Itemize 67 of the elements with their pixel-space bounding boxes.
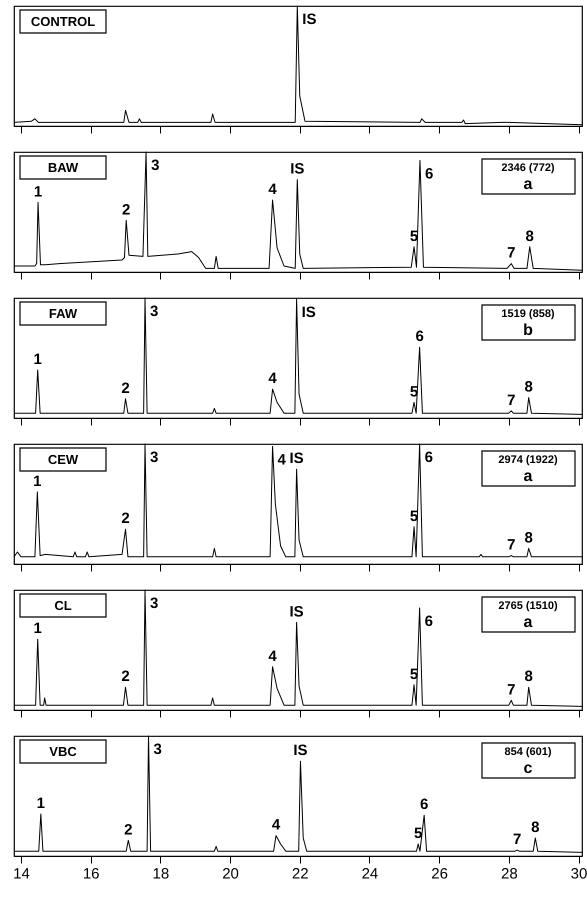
- annotation: 5: [414, 825, 422, 842]
- annotation: 2765 (1510): [498, 600, 558, 612]
- annotation: 7: [507, 244, 516, 262]
- annotation: 4: [272, 816, 281, 834]
- annotation: 3: [154, 741, 162, 758]
- annotation: 854 (601): [504, 746, 552, 758]
- x-tick-label: 30: [570, 866, 587, 882]
- annotation: 4: [278, 451, 287, 468]
- annotation: 1519 (858): [501, 308, 555, 320]
- x-tick-label: 22: [292, 866, 309, 882]
- annotation: 3: [150, 595, 158, 612]
- annotation: 8: [524, 378, 533, 396]
- annotation: 6: [415, 328, 424, 346]
- x-tick-label: 16: [82, 866, 100, 882]
- annotation: IS: [293, 742, 308, 760]
- annotation: c: [524, 760, 533, 777]
- annotation: 7: [507, 681, 516, 698]
- annotation: IS: [290, 160, 304, 178]
- annotation: 7: [507, 536, 516, 554]
- annotation: 6: [424, 449, 433, 466]
- annotation: 8: [524, 668, 533, 686]
- annotation: IS: [290, 450, 304, 468]
- annotation: 1: [36, 795, 46, 812]
- annotation: a: [524, 468, 533, 485]
- annotation: 7: [507, 392, 516, 409]
- text: CEW: [48, 452, 79, 467]
- annotation: 8: [526, 228, 534, 245]
- annotation: IS: [302, 11, 316, 28]
- annotation: 4: [268, 370, 278, 388]
- annotation: 2: [122, 201, 130, 218]
- annotation: 2: [124, 821, 132, 838]
- annotation: 6: [424, 613, 433, 630]
- annotation: b: [523, 322, 534, 339]
- annotation: 8: [531, 819, 540, 836]
- annotation: 1: [33, 473, 42, 490]
- annotation: 3: [151, 157, 160, 174]
- annotation: IS: [302, 304, 316, 322]
- text: VBC: [49, 744, 78, 759]
- text: CL: [54, 598, 72, 613]
- annotation: 2974 (1922): [498, 454, 558, 466]
- annotation: IS: [290, 603, 304, 620]
- annotation: 2: [121, 380, 130, 397]
- annotation: 3: [150, 449, 158, 466]
- annotation: a: [524, 614, 533, 631]
- text: BAW: [48, 160, 79, 175]
- annotation: 7: [513, 831, 522, 848]
- x-tick-label: 26: [431, 866, 448, 882]
- x-tick-label: 28: [500, 866, 518, 882]
- annotation: 3: [150, 303, 158, 320]
- annotation: a: [524, 176, 533, 193]
- annotation: 4: [268, 181, 278, 198]
- text: FAW: [48, 306, 78, 321]
- annotation: 8: [524, 529, 533, 546]
- annotation: 1: [34, 620, 42, 638]
- x-tick-label: 20: [222, 866, 239, 882]
- annotation: 6: [420, 796, 428, 814]
- text: CONTROL: [30, 14, 96, 29]
- x-tick-label: 14: [13, 866, 30, 882]
- annotation: 2: [121, 668, 130, 686]
- annotation: 6: [424, 165, 434, 182]
- x-tick-label: 18: [152, 866, 170, 882]
- annotation: 2346 (772): [501, 162, 555, 174]
- x-tick-label: 24: [362, 866, 378, 882]
- annotation: 4: [268, 648, 278, 665]
- annotation: 1: [34, 183, 42, 200]
- annotation: 1: [34, 351, 42, 368]
- annotation: 2: [121, 510, 130, 528]
